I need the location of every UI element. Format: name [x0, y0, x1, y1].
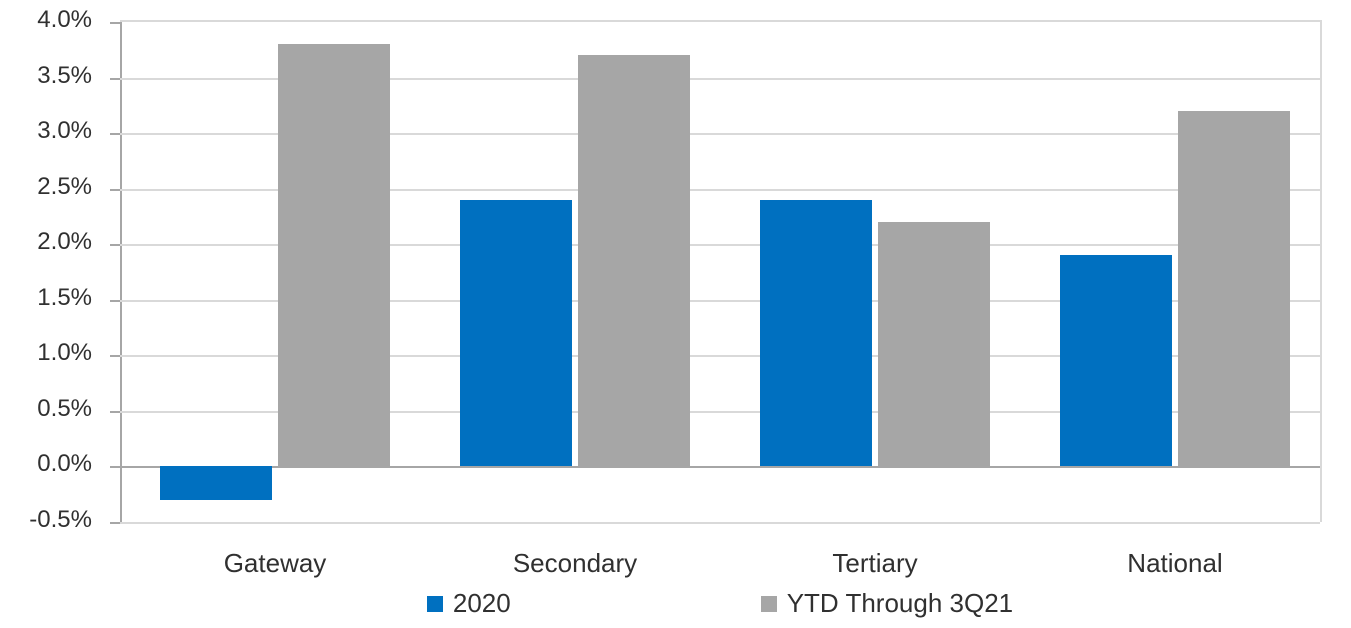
bar — [1178, 111, 1290, 467]
y-tick — [110, 466, 120, 468]
y-tick — [110, 522, 120, 524]
legend-swatch-series-0 — [427, 596, 443, 612]
bar — [278, 44, 390, 466]
y-tick — [110, 189, 120, 191]
bar — [578, 55, 690, 466]
legend: 2020 YTD Through 3Q21 — [120, 588, 1320, 619]
y-tick-label: 2.5% — [37, 173, 92, 201]
y-tick — [110, 244, 120, 246]
bar — [160, 466, 272, 499]
y-tick-label: 1.5% — [37, 284, 92, 312]
bar — [460, 200, 572, 467]
y-tick-label: 1.0% — [37, 339, 92, 367]
bar — [1060, 255, 1172, 466]
y-tick — [110, 355, 120, 357]
y-tick-label: 2.0% — [37, 228, 92, 256]
legend-item-series-1: YTD Through 3Q21 — [761, 588, 1013, 619]
y-tick-label: -0.5% — [29, 506, 92, 534]
gridline — [120, 522, 1320, 524]
y-tick — [110, 411, 120, 413]
y-tick-label: 3.5% — [37, 62, 92, 90]
plot-area — [120, 20, 1322, 522]
y-tick-label: 0.5% — [37, 395, 92, 423]
legend-label-series-1: YTD Through 3Q21 — [787, 588, 1013, 619]
x-category-label: National — [1127, 548, 1222, 579]
bar — [760, 200, 872, 467]
y-tick-label: 3.0% — [37, 117, 92, 145]
x-category-label: Gateway — [224, 548, 327, 579]
y-tick — [110, 300, 120, 302]
y-tick-label: 0.0% — [37, 450, 92, 478]
x-category-label: Secondary — [513, 548, 637, 579]
legend-item-series-0: 2020 — [427, 588, 511, 619]
y-tick — [110, 133, 120, 135]
legend-swatch-series-1 — [761, 596, 777, 612]
y-tick — [110, 22, 120, 24]
y-tick — [110, 78, 120, 80]
y-tick-label: 4.0% — [37, 6, 92, 34]
x-category-label: Tertiary — [832, 548, 917, 579]
grouped-bar-chart: -0.5% 0.0% 0.5% 1.0% 1.5% 2.0% 2.5% 3.0% 3.5% 4.0… — [0, 0, 1351, 628]
bar — [878, 222, 990, 466]
y-axis-line — [120, 22, 122, 522]
legend-label-series-0: 2020 — [453, 588, 511, 619]
zero-line — [120, 466, 1320, 468]
